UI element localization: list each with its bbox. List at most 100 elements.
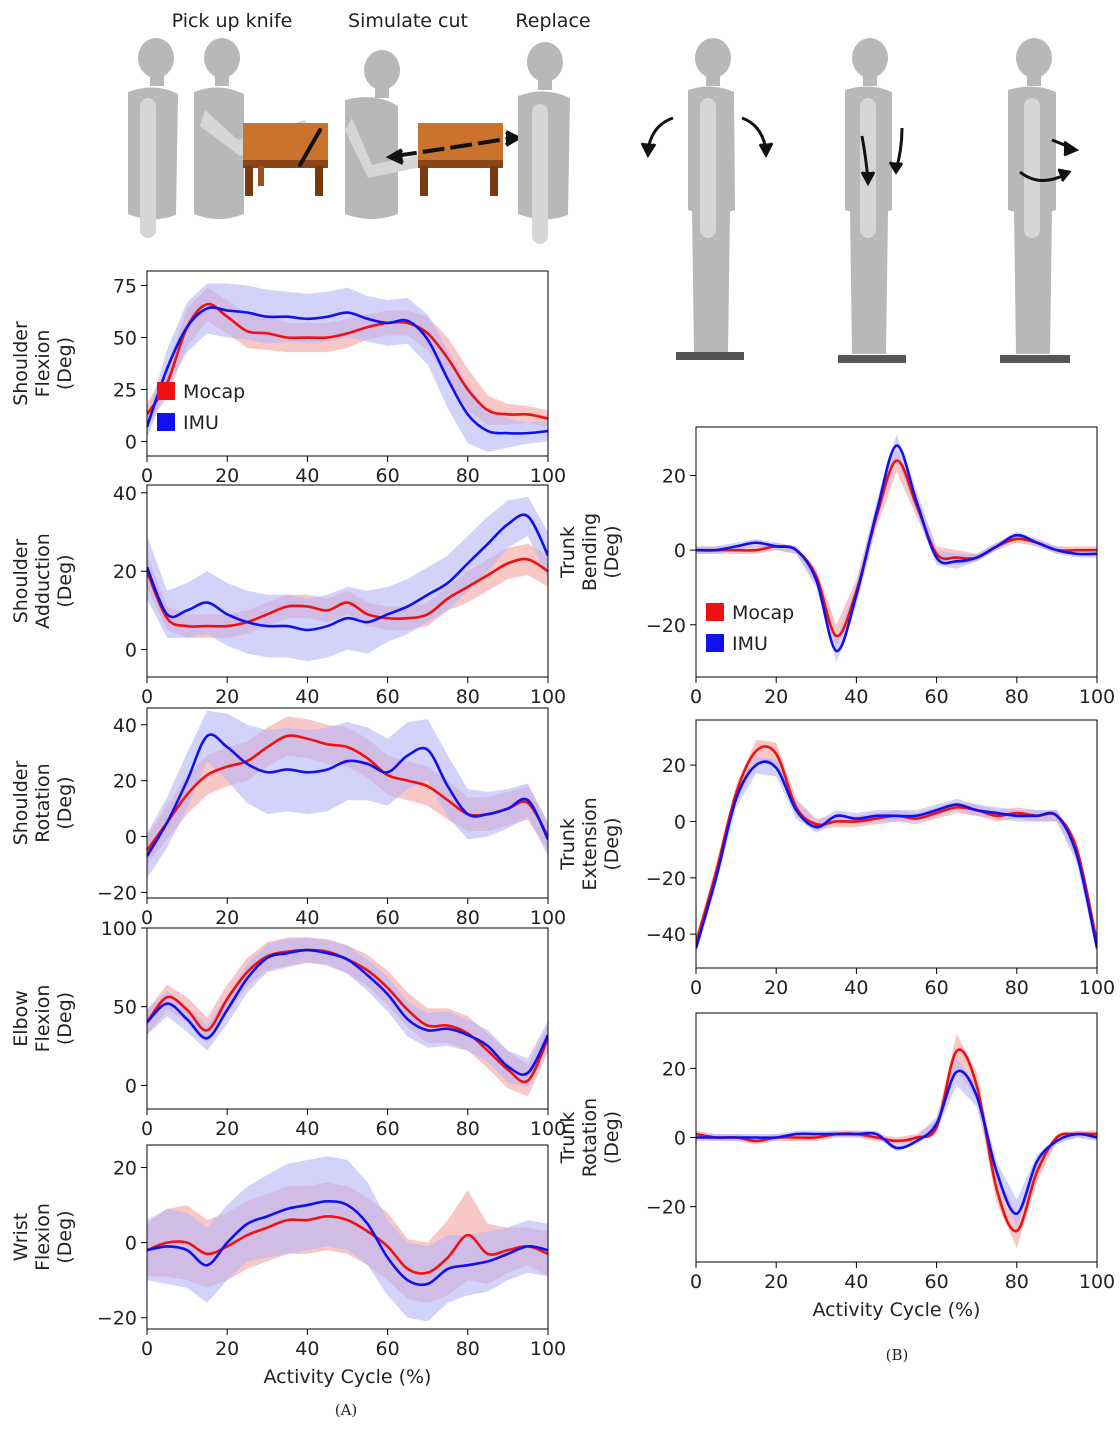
person-reaching-icon <box>194 38 312 219</box>
axes-frame <box>146 927 549 1110</box>
legend-swatch-mocap <box>157 382 175 400</box>
x-tick: 20 <box>215 898 239 929</box>
x-tick-label: 0 <box>141 686 153 708</box>
band-imu <box>696 434 1097 663</box>
band-imu <box>147 937 548 1087</box>
y-tick-label: 50 <box>113 328 137 350</box>
series-line-mocap <box>147 302 548 420</box>
x-tick-label: 40 <box>295 686 319 708</box>
chart-shoulder-flexion: 0 20 40 60 80 100 0 25 50 75 ShoulderFlexion(Deg) M… <box>10 270 566 487</box>
y-axis-label-line: Extension <box>579 797 601 890</box>
y-axis-label-line: Flexion <box>32 1203 54 1271</box>
x-tick: 40 <box>295 677 319 708</box>
x-tick: 80 <box>1005 1262 1029 1293</box>
x-tick-label: 100 <box>530 686 566 708</box>
plot-area <box>147 496 548 662</box>
x-tick-label: 80 <box>1005 977 1029 999</box>
legend-label-imu: IMU <box>732 633 768 655</box>
x-tick-label: 60 <box>376 1338 400 1360</box>
x-tick-label: 40 <box>844 686 868 708</box>
y-axis-label-line: Trunk <box>557 818 579 871</box>
y-tick: 0 <box>125 1075 147 1097</box>
x-tick: 100 <box>530 1109 566 1140</box>
y-axis-label-line: Shoulder <box>10 321 32 406</box>
x-tick-label: 100 <box>530 1338 566 1360</box>
extension-arrows-icon <box>860 127 904 187</box>
x-tick-label: 100 <box>1079 686 1115 708</box>
x-tick: 60 <box>925 968 949 999</box>
band-imu <box>147 283 548 452</box>
x-tick-label: 100 <box>1079 977 1115 999</box>
x-tick: 0 <box>690 677 702 708</box>
y-tick-label: 0 <box>125 1075 137 1097</box>
y-tick: −40 <box>646 924 696 946</box>
y-axis-label-line: Elbow <box>10 990 32 1047</box>
x-tick: 40 <box>844 677 868 708</box>
band-imu <box>147 496 548 662</box>
y-tick: 0 <box>674 540 696 562</box>
y-axis-label-line: (Deg) <box>54 1210 76 1263</box>
x-tick-label: 40 <box>295 465 319 487</box>
y-axis-label-line: (Deg) <box>601 817 623 870</box>
x-tick-label: 0 <box>141 1118 153 1140</box>
x-tick-label: 20 <box>215 1338 239 1360</box>
y-tick: 25 <box>113 379 147 401</box>
x-tick-label: 60 <box>376 1118 400 1140</box>
label-pick-up-knife: Pick up knife <box>172 10 293 32</box>
axes-frame <box>146 270 549 457</box>
x-tick-label: 80 <box>456 1118 480 1140</box>
person-replace-icon <box>518 42 570 244</box>
y-tick-label: 25 <box>113 379 137 401</box>
x-tick-label: 0 <box>690 1271 702 1293</box>
chart-trunk-bending: 0 20 40 60 80 100 −20 0 20 TrunkBending(Deg) Mocap… <box>557 426 1115 708</box>
x-tick-label: 80 <box>1005 1271 1029 1293</box>
x-tick-label: 60 <box>925 686 949 708</box>
y-tick-label: 0 <box>125 431 137 453</box>
x-tick: 60 <box>376 1109 400 1140</box>
x-tick-label: 40 <box>295 1338 319 1360</box>
y-tick: −20 <box>646 868 696 890</box>
y-tick-label: 20 <box>662 466 686 488</box>
x-tick-label: 20 <box>215 465 239 487</box>
y-axis-label-line: (Deg) <box>54 554 76 607</box>
series-line-mocap <box>147 557 548 628</box>
x-tick: 100 <box>530 677 566 708</box>
plot-area <box>696 434 1097 663</box>
y-axis-label-line: Adduction <box>32 533 54 629</box>
panel-label-b: (B) <box>886 1346 909 1364</box>
y-axis-label: TrunkBending(Deg) <box>557 513 623 591</box>
y-tick-label: 50 <box>113 997 137 1019</box>
y-tick: 20 <box>662 466 696 488</box>
x-tick: 0 <box>690 1262 702 1293</box>
x-tick: 80 <box>1005 677 1029 708</box>
series-line-imu <box>147 733 548 857</box>
series-line-mocap <box>147 1215 548 1275</box>
y-tick-label: −20 <box>646 868 686 890</box>
y-tick: 0 <box>674 811 696 833</box>
series-line-imu <box>147 306 548 435</box>
series-line-imu <box>696 760 1097 949</box>
table-icon <box>243 123 328 196</box>
band-imu <box>147 1156 548 1322</box>
x-tick: 40 <box>295 898 319 929</box>
x-tick-label: 100 <box>1079 1271 1115 1293</box>
x-tick: 100 <box>1079 1262 1115 1293</box>
x-tick-label: 40 <box>295 1118 319 1140</box>
x-tick: 60 <box>376 456 400 487</box>
x-tick-label: 0 <box>690 686 702 708</box>
y-axis-label-line: (Deg) <box>54 337 76 390</box>
x-tick: 0 <box>141 677 153 708</box>
y-tick-label: −20 <box>97 1308 137 1330</box>
x-tick: 80 <box>456 898 480 929</box>
x-tick: 80 <box>1005 968 1029 999</box>
y-tick: 0 <box>674 1128 696 1150</box>
x-tick: 0 <box>141 898 153 929</box>
chart-elbow-flexion: 0 20 40 60 80 100 0 50 100 ElbowFlexion(Deg) <box>10 918 566 1140</box>
x-tick: 60 <box>376 898 400 929</box>
x-tick: 80 <box>456 456 480 487</box>
y-axis-label-line: (Deg) <box>601 525 623 578</box>
plot-area <box>696 739 1097 954</box>
y-tick-label: 40 <box>113 483 137 505</box>
x-tick-label: 20 <box>764 1271 788 1293</box>
x-tick: 20 <box>215 456 239 487</box>
